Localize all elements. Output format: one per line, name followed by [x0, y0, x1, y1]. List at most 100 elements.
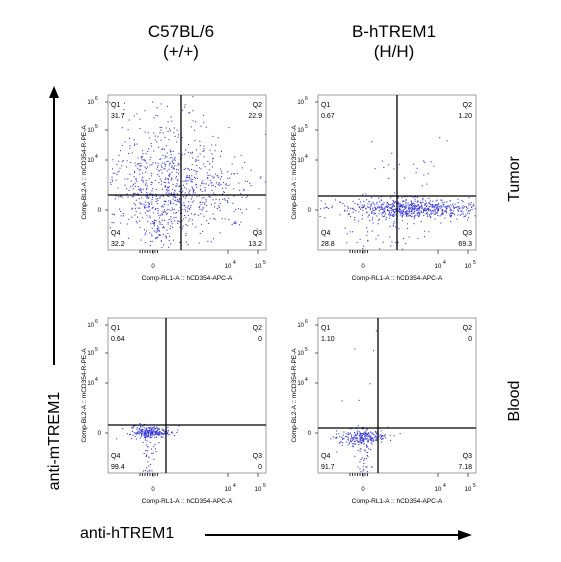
event-dot [445, 209, 447, 211]
event-dot [155, 198, 157, 200]
event-dot [468, 210, 470, 212]
event-dot [145, 430, 147, 432]
event-dot [169, 434, 171, 436]
event-dot [160, 169, 162, 171]
event-dot [167, 429, 169, 431]
event-dot [409, 214, 411, 216]
event-dot [148, 430, 150, 432]
event-dot [205, 183, 207, 185]
event-dot [203, 114, 205, 116]
event-dot [187, 151, 189, 153]
event-dot [143, 470, 145, 472]
event-dot [369, 439, 371, 441]
event-dot [155, 238, 157, 240]
event-dot [170, 154, 172, 156]
event-dot [415, 172, 417, 174]
event-dot [347, 213, 349, 215]
event-dot [155, 207, 157, 209]
x-tick-exponent: 5 [473, 483, 476, 489]
event-dot [345, 436, 347, 438]
event-dot [131, 152, 133, 154]
event-dot [389, 226, 391, 228]
event-dot [362, 433, 364, 435]
event-dot [152, 222, 154, 224]
event-dot [417, 208, 419, 210]
event-dot [382, 209, 384, 211]
event-dot [343, 438, 345, 440]
event-dot [231, 224, 233, 226]
event-dot [466, 206, 468, 208]
event-dot [164, 203, 166, 205]
event-dot [150, 143, 152, 145]
event-dot [142, 425, 144, 427]
event-dot [405, 211, 407, 213]
event-dot [155, 431, 157, 433]
event-dot [178, 210, 180, 212]
event-dot [176, 171, 178, 173]
event-dot [149, 470, 151, 472]
event-dot [156, 428, 158, 430]
quadrant-label-q4: Q4 [321, 230, 330, 237]
event-dot [349, 433, 351, 435]
event-dot [372, 439, 374, 441]
event-dot [120, 195, 122, 197]
event-dot [121, 144, 123, 146]
event-dot [196, 196, 198, 198]
event-dot [206, 210, 208, 212]
event-dot [405, 213, 407, 215]
event-dot [392, 205, 394, 207]
event-dot [195, 121, 197, 123]
event-dot [414, 207, 416, 209]
event-dot [382, 241, 384, 243]
event-dot [376, 433, 378, 435]
event-dot [166, 213, 168, 215]
event-dot [390, 245, 392, 247]
event-dot [335, 437, 337, 439]
event-dot [441, 201, 443, 203]
event-dot [428, 208, 430, 210]
x-axis-title: Comp-RL1-A :: hCD354-APC-A [142, 498, 233, 505]
event-dot [239, 208, 241, 210]
event-dot [138, 433, 140, 435]
event-dot [370, 431, 372, 433]
event-dot [384, 206, 386, 208]
event-dot [168, 139, 170, 141]
event-dot [409, 196, 411, 198]
event-dot [400, 204, 402, 206]
event-dot [365, 193, 367, 195]
event-dot [188, 112, 190, 114]
event-dot [111, 179, 113, 181]
x-tick-exponent: 4 [233, 483, 236, 489]
event-dot [202, 180, 204, 182]
event-dot [349, 443, 351, 445]
event-dot [164, 209, 166, 211]
column-title-line2: (H/H) [373, 42, 415, 61]
event-dot [425, 209, 427, 211]
event-dot [175, 216, 177, 218]
event-dot [157, 225, 159, 227]
event-dot [381, 435, 383, 437]
event-dot [200, 213, 202, 215]
event-dot [241, 212, 243, 214]
event-dot [147, 436, 149, 438]
event-dot [190, 204, 192, 206]
event-dot [186, 225, 188, 227]
event-dot [154, 428, 156, 430]
event-dot [145, 153, 147, 155]
event-dot [366, 438, 368, 440]
event-dot [335, 433, 337, 435]
event-dot [372, 207, 374, 209]
event-dot [131, 207, 133, 209]
event-dot [383, 211, 385, 213]
event-dot [164, 432, 166, 434]
event-dot [174, 156, 176, 158]
event-dot [425, 202, 427, 204]
event-dot [145, 456, 147, 458]
event-dot [417, 207, 419, 209]
event-dot [164, 186, 166, 188]
event-dot [411, 205, 413, 207]
event-dot [144, 429, 146, 431]
event-dot [206, 172, 208, 174]
y-tick-label: 10 [87, 351, 94, 357]
event-dot [389, 208, 391, 210]
